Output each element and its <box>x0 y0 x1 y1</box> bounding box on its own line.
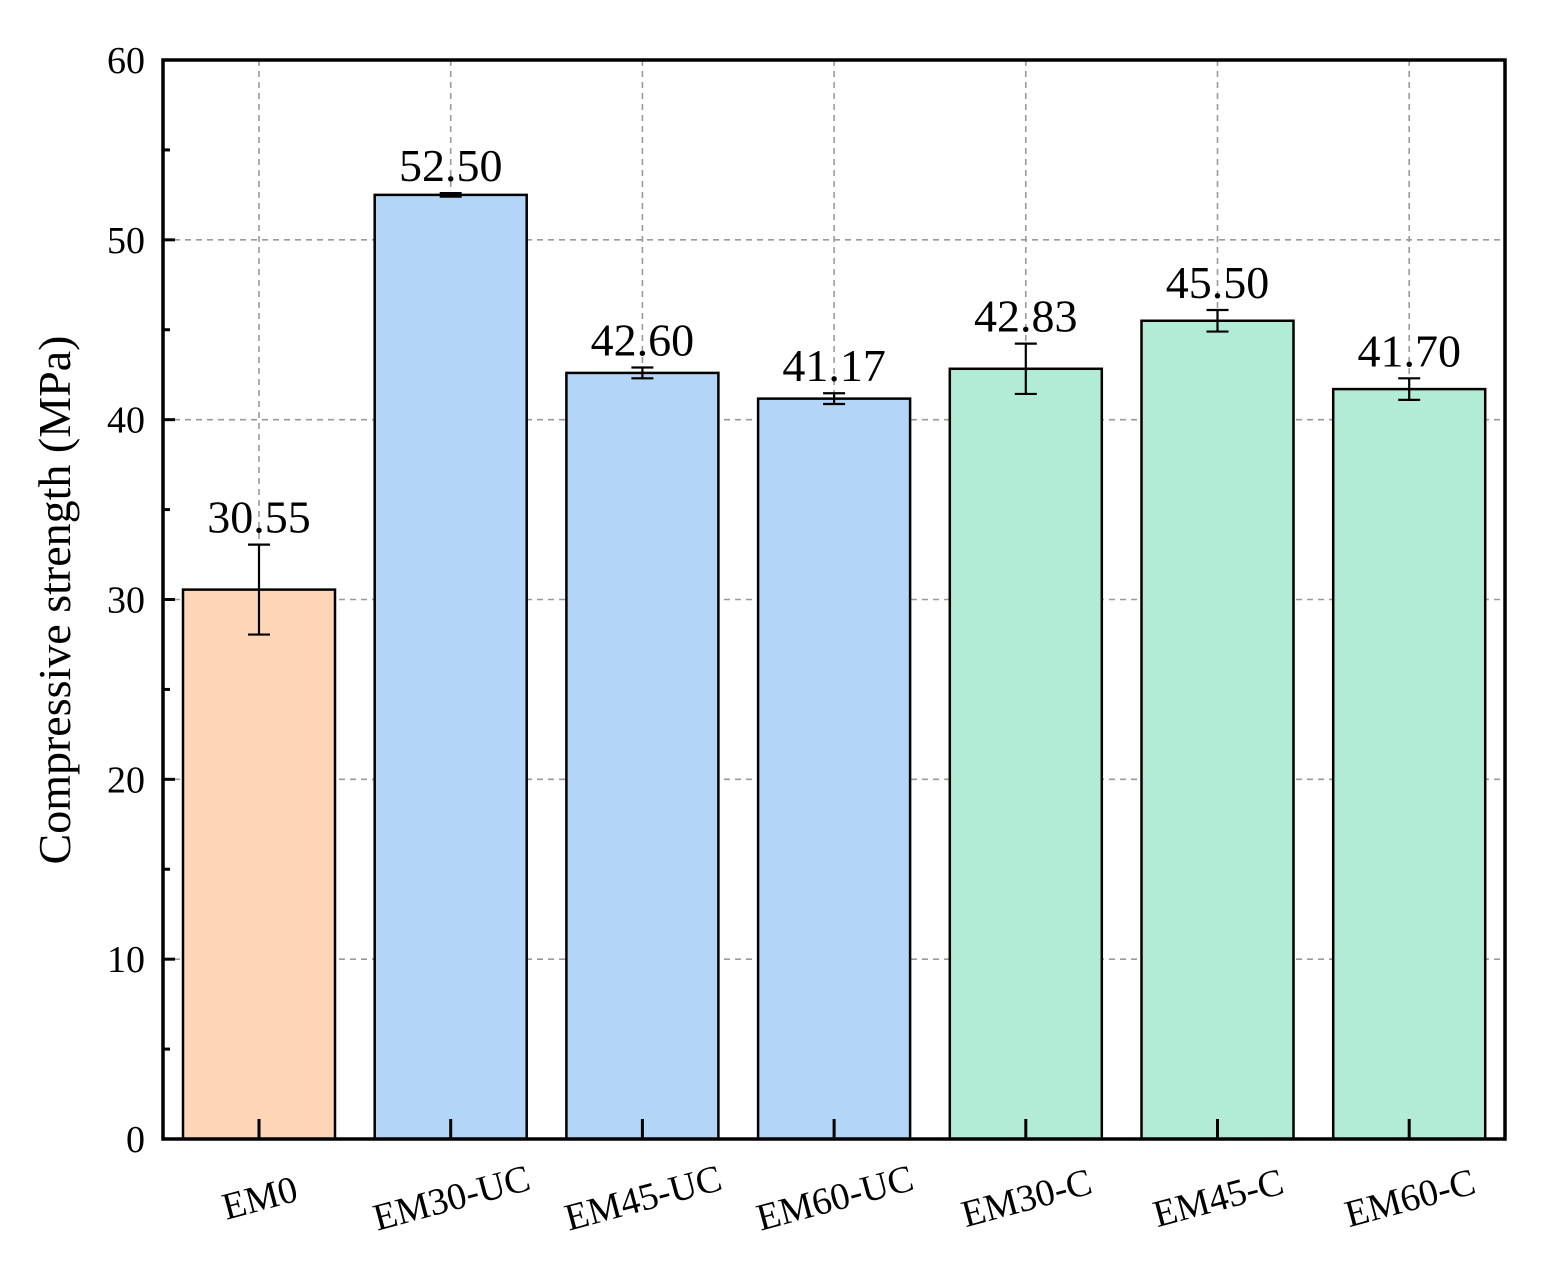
y-axis-title: Compressive strength (MPa) <box>29 336 80 865</box>
bar-em30-uc <box>373 193 528 1141</box>
data-label: 45.50 <box>1166 257 1270 308</box>
x-tick-label: EM45-UC <box>560 1157 726 1239</box>
bar-em0 <box>181 588 337 1141</box>
y-tick-label: 20 <box>107 759 145 801</box>
data-label: 30.55 <box>207 492 311 543</box>
bar-em60-uc <box>756 397 912 1141</box>
y-tick-label: 60 <box>107 40 145 82</box>
bar-em60-c <box>1331 387 1487 1141</box>
data-label: 52.50 <box>399 140 503 191</box>
bar-em45-uc <box>565 371 720 1141</box>
x-tick-label: EM30-C <box>957 1161 1096 1236</box>
x-tick-label: EM60-C <box>1340 1161 1479 1236</box>
bar-em45-c <box>1140 319 1295 1141</box>
x-tick-label: EM45-C <box>1149 1161 1288 1236</box>
x-tick-label: EM60-UC <box>752 1157 918 1239</box>
bars <box>181 193 1487 1141</box>
data-label: 42.60 <box>591 315 695 366</box>
bar-em30-c <box>948 367 1104 1141</box>
y-tick-label: 10 <box>107 939 145 981</box>
y-tick-label: 30 <box>107 580 145 622</box>
data-label: 42.83 <box>974 291 1078 342</box>
x-tick-label: EM30-UC <box>369 1157 535 1239</box>
error-bars <box>248 191 1421 636</box>
x-tick-label: EM0 <box>218 1168 302 1228</box>
y-tick-label: 50 <box>107 220 145 262</box>
data-label: 41.70 <box>1357 325 1461 376</box>
axis-ticks <box>163 58 1411 1141</box>
y-tick-label: 0 <box>126 1119 145 1161</box>
y-tick-label: 40 <box>107 400 145 442</box>
data-label: 41.17 <box>782 340 886 391</box>
